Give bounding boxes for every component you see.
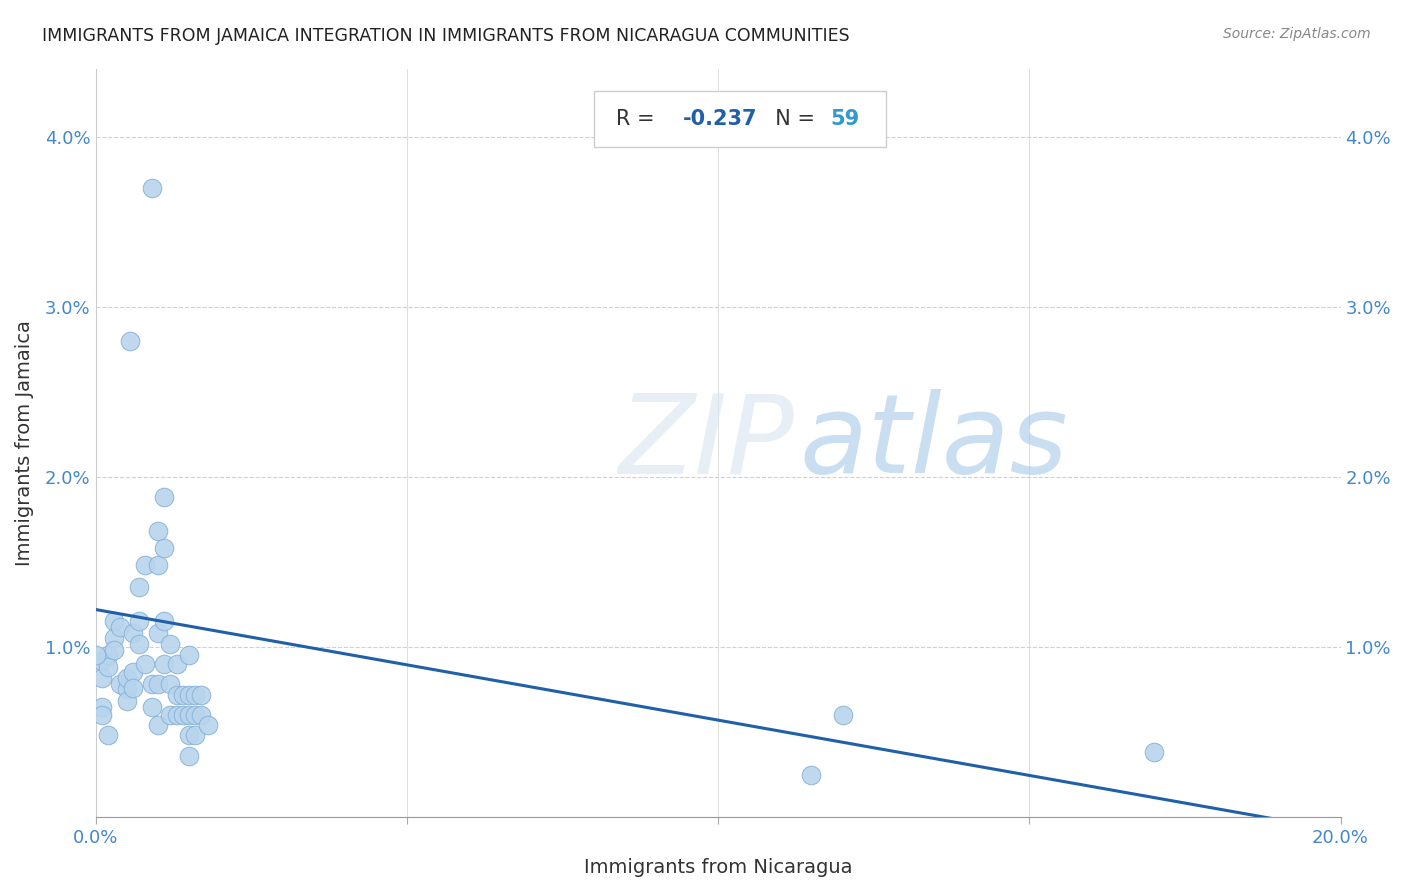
- Point: [128, 581, 150, 595]
- Point: [141, 180, 163, 194]
- Point: [141, 677, 163, 691]
- Point: [800, 767, 823, 781]
- Point: [177, 748, 200, 763]
- Point: [134, 558, 156, 573]
- Y-axis label: Immigrants from Jamaica: Immigrants from Jamaica: [15, 320, 34, 566]
- Point: [128, 636, 150, 650]
- Point: [97, 648, 120, 663]
- Point: [134, 657, 156, 671]
- Point: [103, 632, 125, 646]
- Text: IMMIGRANTS FROM JAMAICA INTEGRATION IN IMMIGRANTS FROM NICARAGUA COMMUNITIES: IMMIGRANTS FROM JAMAICA INTEGRATION IN I…: [42, 27, 849, 45]
- Point: [166, 688, 188, 702]
- FancyBboxPatch shape: [593, 91, 886, 147]
- Point: [1143, 746, 1166, 760]
- Point: [197, 718, 219, 732]
- Point: [177, 728, 200, 742]
- Point: [118, 334, 141, 348]
- Point: [146, 677, 169, 691]
- Point: [177, 708, 200, 723]
- Point: [146, 718, 169, 732]
- Point: [184, 688, 207, 702]
- Point: [90, 708, 112, 723]
- Text: N =: N =: [762, 109, 821, 129]
- Point: [166, 657, 188, 671]
- Point: [153, 490, 176, 504]
- Point: [146, 626, 169, 640]
- Point: [110, 677, 132, 691]
- Point: [172, 708, 194, 723]
- Point: [190, 688, 212, 702]
- Point: [122, 626, 145, 640]
- X-axis label: Immigrants from Nicaragua: Immigrants from Nicaragua: [583, 858, 852, 877]
- Point: [122, 665, 145, 680]
- Point: [115, 694, 138, 708]
- Point: [153, 541, 176, 556]
- Point: [177, 688, 200, 702]
- Point: [153, 657, 176, 671]
- Point: [103, 643, 125, 657]
- Point: [90, 654, 112, 668]
- Text: -0.237: -0.237: [683, 109, 758, 129]
- Point: [90, 671, 112, 685]
- Point: [110, 619, 132, 633]
- Point: [146, 524, 169, 539]
- Point: [141, 699, 163, 714]
- Point: [115, 682, 138, 697]
- Point: [128, 615, 150, 629]
- Point: [122, 681, 145, 695]
- Point: [103, 615, 125, 629]
- Point: [153, 615, 176, 629]
- Point: [84, 648, 107, 663]
- Point: [831, 708, 853, 723]
- Text: atlas: atlas: [799, 389, 1067, 496]
- Point: [159, 636, 181, 650]
- Text: 59: 59: [830, 109, 859, 129]
- Point: [184, 708, 207, 723]
- Point: [159, 677, 181, 691]
- Point: [166, 708, 188, 723]
- Text: ZIP: ZIP: [619, 389, 794, 496]
- Point: [172, 688, 194, 702]
- Point: [159, 708, 181, 723]
- Text: R =: R =: [616, 109, 661, 129]
- Point: [146, 558, 169, 573]
- Point: [97, 660, 120, 674]
- Point: [90, 699, 112, 714]
- Point: [115, 671, 138, 685]
- Point: [184, 728, 207, 742]
- Point: [97, 728, 120, 742]
- Point: [190, 708, 212, 723]
- Text: Source: ZipAtlas.com: Source: ZipAtlas.com: [1223, 27, 1371, 41]
- Point: [177, 648, 200, 663]
